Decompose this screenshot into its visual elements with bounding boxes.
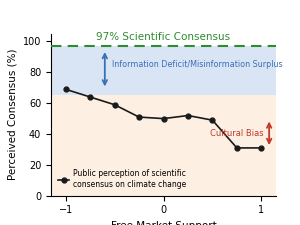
Bar xyxy=(51,46,276,95)
Text: 97% Scientific Consensus: 97% Scientific Consensus xyxy=(96,32,231,42)
Text: Information Deficit/Misinformation Surplus: Information Deficit/Misinformation Surpl… xyxy=(112,60,282,69)
Text: Cultural Bias: Cultural Bias xyxy=(210,129,263,138)
X-axis label: Free Market Support: Free Market Support xyxy=(111,221,216,225)
Bar xyxy=(51,95,276,196)
Y-axis label: Perceived Consensus (%): Perceived Consensus (%) xyxy=(7,49,17,180)
Legend: Public perception of scientific
consensus on climate change: Public perception of scientific consensu… xyxy=(55,166,190,192)
